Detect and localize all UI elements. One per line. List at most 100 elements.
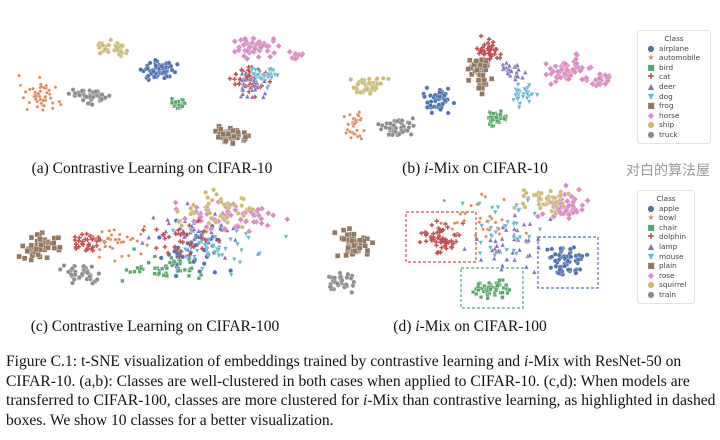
point-c-class-5 — [210, 243, 216, 249]
point-d-class-7 — [575, 186, 583, 193]
point-a-class-6 — [242, 134, 249, 140]
point-c-class-7 — [265, 210, 272, 217]
legend-item: ■ bird — [643, 63, 705, 73]
point-a-class-9 — [66, 91, 72, 97]
point-d-class-3 — [437, 230, 442, 235]
point-b-class-1 — [351, 116, 356, 121]
point-b-class-1 — [357, 110, 361, 114]
point-b-class-8 — [364, 86, 370, 92]
point-b-class-0 — [436, 102, 442, 108]
point-a-class-1 — [37, 94, 42, 99]
point-a-class-7 — [266, 53, 274, 60]
legend-cifar10: Class ● airplane ★ automobile ■ bird ✚ cat ▲ deer… — [637, 30, 711, 144]
point-d-class-7 — [565, 202, 573, 209]
point-c-class-5 — [212, 249, 218, 256]
point-d-class-0 — [557, 267, 563, 273]
point-d-class-4 — [547, 216, 553, 222]
point-a-class-2 — [180, 98, 185, 102]
legend-marker-icon: ● — [647, 43, 655, 53]
point-c-class-3 — [161, 232, 166, 237]
legend-label: deer — [659, 81, 676, 91]
point-a-class-0 — [172, 69, 178, 75]
point-c-class-6 — [20, 243, 26, 249]
point-c-class-3 — [199, 246, 205, 251]
caption-text: -Mix with ResNet-50 on CIFAR-10. (a,b): … — [6, 353, 690, 409]
point-a-class-9 — [103, 95, 108, 101]
point-a-class-1 — [59, 102, 63, 107]
point-d-class-9 — [343, 282, 349, 287]
legend-label: truck — [659, 129, 678, 139]
point-c-class-7 — [242, 218, 250, 225]
point-c-class-7 — [258, 220, 265, 227]
point-a-class-4 — [243, 69, 249, 76]
point-a-class-7 — [249, 39, 256, 46]
panel-c-caption: (c) Contrastive Learning on CIFAR-100 — [31, 318, 280, 336]
point-a-class-6 — [218, 126, 224, 132]
point-c-class-5 — [234, 229, 240, 235]
point-d-class-6 — [332, 229, 338, 236]
point-d-class-1 — [450, 227, 455, 231]
point-b-class-5 — [524, 91, 530, 97]
point-a-class-0 — [162, 75, 167, 81]
point-d-class-7 — [556, 208, 564, 216]
legend-marker-icon: ■ — [647, 101, 655, 111]
point-b-class-8 — [348, 77, 354, 82]
point-a-class-9 — [70, 87, 76, 93]
point-c-class-2 — [157, 271, 162, 276]
point-a-class-9 — [90, 94, 96, 100]
legend-label: dog — [659, 91, 673, 101]
point-b-class-0 — [424, 85, 430, 91]
point-d-class-8 — [558, 192, 563, 198]
point-a-class-7 — [241, 35, 249, 43]
point-d-class-6 — [357, 237, 363, 243]
point-d-class-8 — [544, 195, 550, 201]
point-d-class-1 — [477, 220, 482, 224]
point-a-class-1 — [47, 88, 51, 93]
point-b-class-7 — [577, 67, 584, 75]
point-a-class-7 — [255, 53, 262, 61]
point-d-class-8 — [548, 188, 554, 194]
point-c-class-0 — [212, 270, 218, 275]
point-c-class-5 — [183, 254, 189, 260]
point-c-class-3 — [141, 227, 146, 233]
point-c-class-6 — [35, 252, 41, 258]
point-d-class-2 — [482, 284, 487, 289]
point-b-class-6 — [479, 91, 485, 97]
point-a-class-4 — [260, 94, 266, 100]
point-d-class-4 — [500, 224, 506, 230]
point-a-class-6 — [230, 140, 236, 147]
point-c-class-2 — [146, 260, 151, 265]
point-d-class-4 — [517, 247, 523, 253]
point-c-class-3 — [79, 232, 85, 237]
point-a-class-6 — [220, 131, 226, 137]
point-b-class-6 — [467, 57, 473, 63]
point-d-class-4 — [500, 242, 506, 248]
point-c-class-3 — [180, 240, 185, 245]
point-d-class-6 — [341, 236, 347, 242]
point-b-class-7 — [589, 80, 596, 88]
point-a-class-0 — [153, 63, 159, 69]
point-d-class-2 — [495, 283, 500, 288]
point-c-class-9 — [57, 267, 63, 272]
point-a-class-7 — [250, 35, 257, 42]
point-a-class-1 — [18, 83, 23, 88]
point-c-class-8 — [218, 213, 224, 219]
point-d-class-1 — [475, 202, 480, 207]
point-a-class-1 — [42, 104, 46, 108]
point-d-class-4 — [498, 266, 504, 272]
point-a-class-5 — [261, 73, 267, 79]
point-b-class-1 — [358, 118, 362, 122]
point-b-class-7 — [557, 74, 564, 81]
point-d-class-3 — [438, 240, 443, 245]
point-b-class-3 — [485, 46, 490, 51]
point-a-class-5 — [265, 74, 271, 81]
point-c-class-1 — [109, 233, 114, 237]
point-c-class-6 — [45, 245, 51, 251]
point-a-class-9 — [99, 92, 105, 98]
point-d-class-7 — [565, 215, 573, 222]
point-a-class-1 — [33, 90, 37, 95]
legend-label: bird — [659, 62, 674, 72]
point-b-class-3 — [487, 51, 493, 56]
point-b-class-7 — [554, 68, 561, 75]
point-b-class-3 — [486, 37, 492, 42]
